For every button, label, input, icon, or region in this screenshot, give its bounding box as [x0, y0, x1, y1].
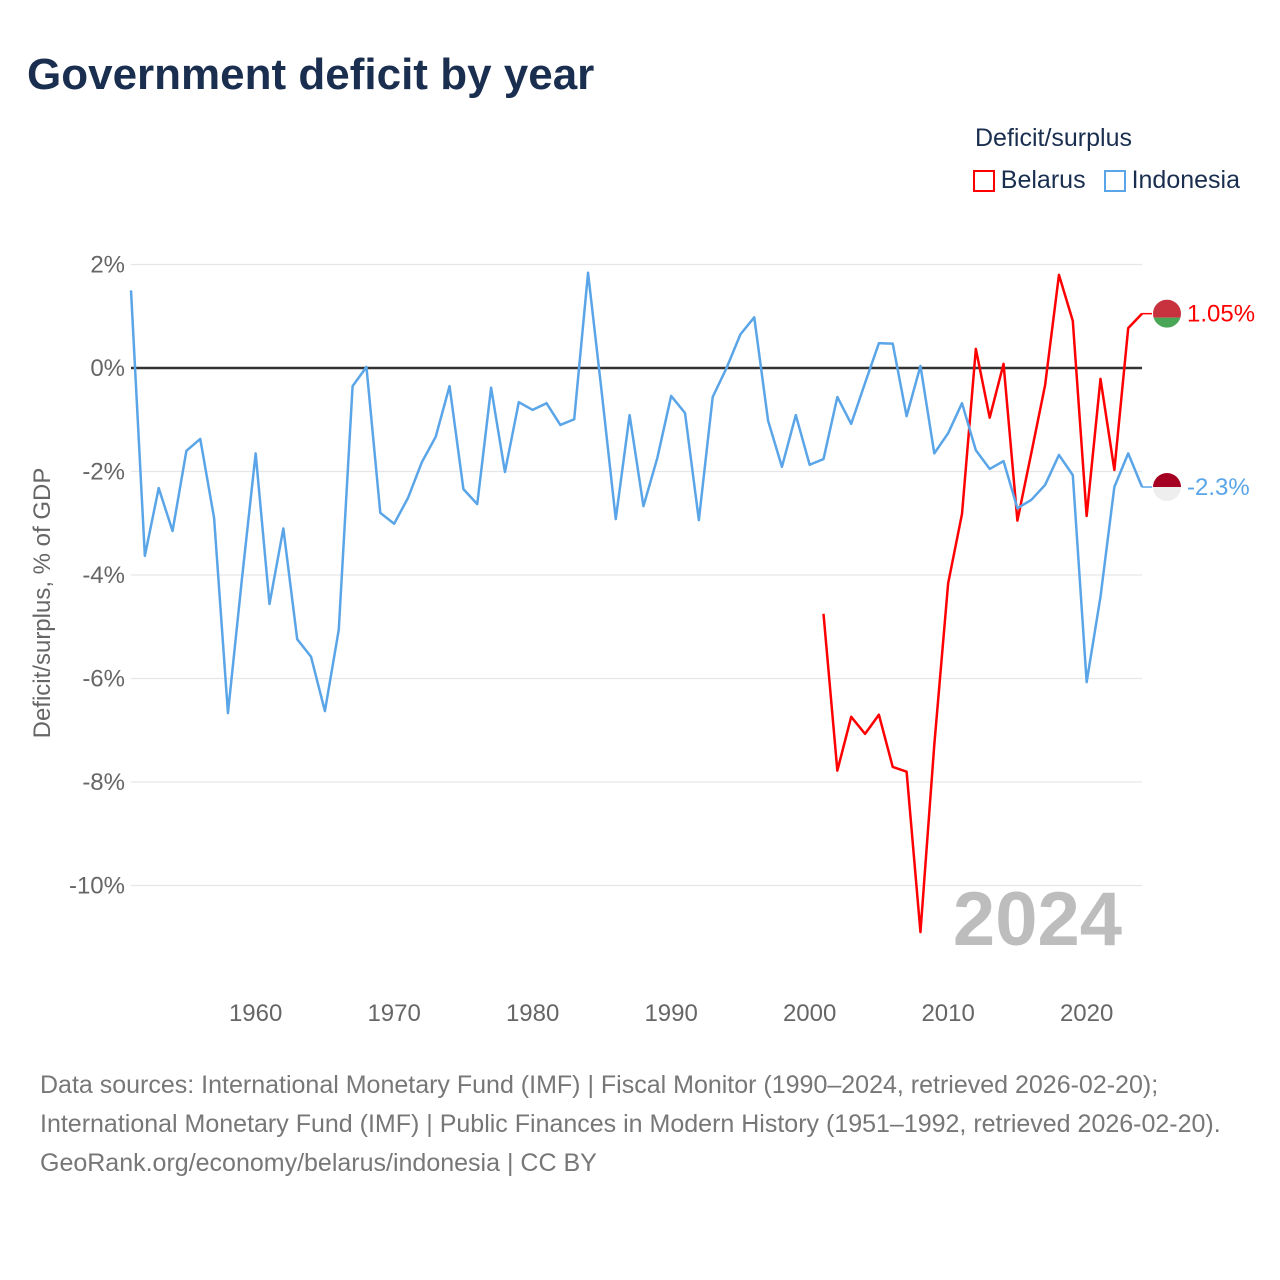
x-tick-label: 2010 [921, 1000, 974, 1027]
y-tick-label: 0% [90, 355, 125, 382]
legend-item-indonesia[interactable]: Indonesia [1103, 166, 1240, 195]
end-label-belarus: 1.05% [1187, 301, 1255, 328]
x-tick-label: 2020 [1060, 1000, 1113, 1027]
series-line-belarus[interactable] [822, 273, 1143, 934]
x-tick-label: 1970 [367, 1000, 420, 1027]
legend-label-belarus: Belarus [1000, 166, 1086, 194]
data-sources: Data sources: International Monetary Fun… [40, 1071, 1221, 1138]
legend: Belarus Indonesia [972, 166, 1240, 195]
chart-title: Government deficit by year [27, 50, 595, 99]
x-tick-label: 2000 [783, 1000, 836, 1027]
end-label-indonesia: -2.3% [1187, 474, 1250, 501]
y-tick-label: -10% [69, 873, 125, 900]
y-tick-label: 2% [90, 252, 125, 279]
footer: Data sources: International Monetary Fun… [40, 1066, 1240, 1183]
legend-label-indonesia: Indonesia [1131, 166, 1240, 194]
flag-icon-indonesia [1153, 473, 1181, 502]
legend-swatch-belarus [972, 169, 995, 192]
year-annotation: 2024 [953, 877, 1122, 962]
series-line-indonesia[interactable] [129, 271, 1144, 715]
y-tick-label: -2% [82, 459, 125, 486]
x-tick-label: 1960 [229, 1000, 282, 1027]
legend-item-belarus[interactable]: Belarus [972, 166, 1086, 195]
credit-link[interactable]: GeoRank.org/economy/belarus/indonesia | … [40, 1149, 597, 1177]
y-tick-label: -6% [82, 666, 125, 693]
line-chart: 2% 0% -2% -4% -6% -8% -10% 1960 1970 1980 1990 2000… [29, 252, 1255, 1028]
y-tick-label: -4% [82, 562, 125, 589]
legend-title: Deficit/surplus [975, 124, 1132, 152]
legend-swatch-indonesia [1103, 169, 1126, 192]
y-tick-label: -8% [82, 769, 125, 796]
y-axis-label: Deficit/surplus, % of GDP [29, 468, 56, 739]
x-tick-label: 1990 [644, 1000, 697, 1027]
x-tick-label: 1980 [506, 1000, 559, 1027]
flag-icon-belarus [1153, 299, 1181, 328]
